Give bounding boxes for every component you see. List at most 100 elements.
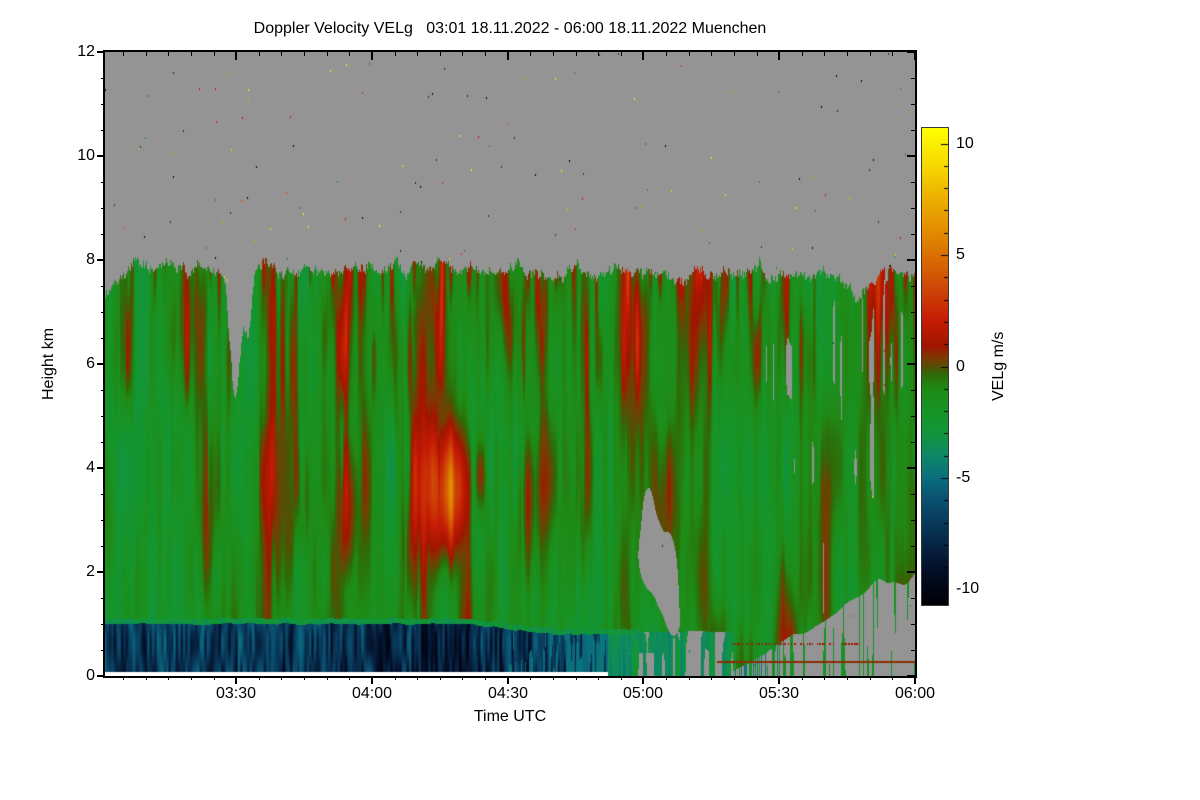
x-axis-tick-label: 05:30 — [758, 685, 800, 702]
x-axis-minor-tick — [214, 676, 215, 680]
x-axis-major-tick — [507, 676, 509, 684]
y-axis-tick-label: 10 — [77, 147, 95, 164]
x-axis-minor-tick — [576, 676, 577, 680]
y-axis-minor-tick — [101, 598, 105, 599]
colorbar-tick-label: -10 — [956, 580, 980, 597]
y-axis-major-tick — [97, 155, 105, 157]
y-axis-minor-tick — [101, 624, 105, 625]
x-axis-minor-tick — [281, 676, 282, 680]
y-axis-minor-tick — [101, 234, 105, 235]
x-axis-top-minor-tick — [349, 52, 350, 56]
x-axis-minor-tick — [327, 676, 328, 680]
y-axis-right-major-tick — [907, 675, 915, 677]
y-axis-minor-tick — [101, 650, 105, 651]
y-axis-right-major-tick — [907, 363, 915, 365]
x-axis-top-minor-tick — [870, 52, 871, 56]
y-axis-right-minor-tick — [911, 650, 915, 651]
y-axis-minor-tick — [101, 182, 105, 183]
x-axis-minor-tick — [417, 676, 418, 680]
x-axis-minor-tick — [304, 676, 305, 680]
x-axis-major-tick — [371, 676, 373, 684]
x-axis-top-minor-tick — [304, 52, 305, 56]
y-axis-right-minor-tick — [911, 520, 915, 521]
x-axis-minor-tick — [259, 676, 260, 680]
y-axis-major-tick — [97, 467, 105, 469]
y-axis-minor-tick — [101, 104, 105, 105]
y-axis-major-tick — [97, 675, 105, 677]
y-axis-right-major-tick — [907, 155, 915, 157]
y-axis-right-minor-tick — [911, 624, 915, 625]
y-axis-tick-label: 6 — [86, 355, 95, 372]
x-axis-top-minor-tick — [214, 52, 215, 56]
y-axis-right-minor-tick — [911, 104, 915, 105]
x-axis-top-minor-tick — [689, 52, 690, 56]
x-axis-top-minor-tick — [553, 52, 554, 56]
y-axis-minor-tick — [101, 546, 105, 547]
x-axis-top-minor-tick — [802, 52, 803, 56]
x-axis-minor-tick — [734, 676, 735, 680]
x-axis-tick-label: 05:00 — [622, 685, 664, 702]
x-axis-top-minor-tick — [440, 52, 441, 56]
x-axis-minor-tick — [440, 676, 441, 680]
x-axis-top-minor-tick — [530, 52, 531, 56]
x-axis-minor-tick — [349, 676, 350, 680]
x-axis-major-tick — [778, 676, 780, 684]
x-axis-top-minor-tick — [892, 52, 893, 56]
y-axis-right-minor-tick — [911, 182, 915, 183]
y-axis-minor-tick — [101, 442, 105, 443]
x-axis-top-minor-tick — [576, 52, 577, 56]
x-axis-minor-tick — [824, 676, 825, 680]
x-axis-major-tick — [235, 676, 237, 684]
y-axis-right-minor-tick — [911, 234, 915, 235]
colorbar-tick-label: 5 — [956, 246, 965, 263]
y-axis-tick-label: 8 — [86, 251, 95, 268]
x-axis-top-major-tick — [371, 52, 373, 60]
x-axis-top-minor-tick — [168, 52, 169, 56]
x-axis-minor-tick — [123, 676, 124, 680]
y-axis-tick-label: 2 — [86, 563, 95, 580]
y-axis-right-minor-tick — [911, 338, 915, 339]
x-axis-tick-label: 06:00 — [894, 685, 936, 702]
y-axis-major-tick — [97, 259, 105, 261]
y-axis-right-minor-tick — [911, 78, 915, 79]
plot-area — [103, 50, 917, 678]
x-axis-minor-tick — [757, 676, 758, 680]
y-axis-tick-label: 4 — [86, 459, 95, 476]
x-axis-major-tick — [642, 676, 644, 684]
x-axis-minor-tick — [530, 676, 531, 680]
y-axis-minor-tick — [101, 520, 105, 521]
x-axis-top-major-tick — [778, 52, 780, 60]
x-axis-minor-tick — [553, 676, 554, 680]
x-axis-top-major-tick — [914, 52, 916, 60]
x-axis-minor-tick — [598, 676, 599, 680]
y-axis-right-minor-tick — [911, 546, 915, 547]
y-axis-right-minor-tick — [911, 130, 915, 131]
x-axis-major-tick — [914, 676, 916, 684]
y-axis-minor-tick — [101, 416, 105, 417]
y-axis-minor-tick — [101, 390, 105, 391]
x-axis-minor-tick — [847, 676, 848, 680]
colorbar-tick-label: 10 — [956, 135, 974, 152]
x-axis-tick-label: 03:30 — [215, 685, 257, 702]
x-axis-top-minor-tick — [146, 52, 147, 56]
x-axis-top-major-tick — [235, 52, 237, 60]
y-axis-right-major-tick — [907, 571, 915, 573]
x-axis-top-minor-tick — [462, 52, 463, 56]
x-axis-top-minor-tick — [191, 52, 192, 56]
colorbar-tick-label: -5 — [956, 469, 971, 486]
y-axis-minor-tick — [101, 78, 105, 79]
x-axis-top-minor-tick — [711, 52, 712, 56]
y-axis-right-minor-tick — [911, 312, 915, 313]
x-axis-top-minor-tick — [847, 52, 848, 56]
y-axis-right-minor-tick — [911, 598, 915, 599]
x-axis-minor-tick — [870, 676, 871, 680]
y-axis-right-minor-tick — [911, 286, 915, 287]
y-axis-minor-tick — [101, 338, 105, 339]
y-axis-right-minor-tick — [911, 416, 915, 417]
x-axis-top-minor-tick — [417, 52, 418, 56]
y-axis-right-major-tick — [907, 259, 915, 261]
y-axis-major-tick — [97, 571, 105, 573]
x-axis-tick-label: 04:00 — [351, 685, 393, 702]
y-axis-minor-tick — [101, 130, 105, 131]
y-axis-minor-tick — [101, 286, 105, 287]
